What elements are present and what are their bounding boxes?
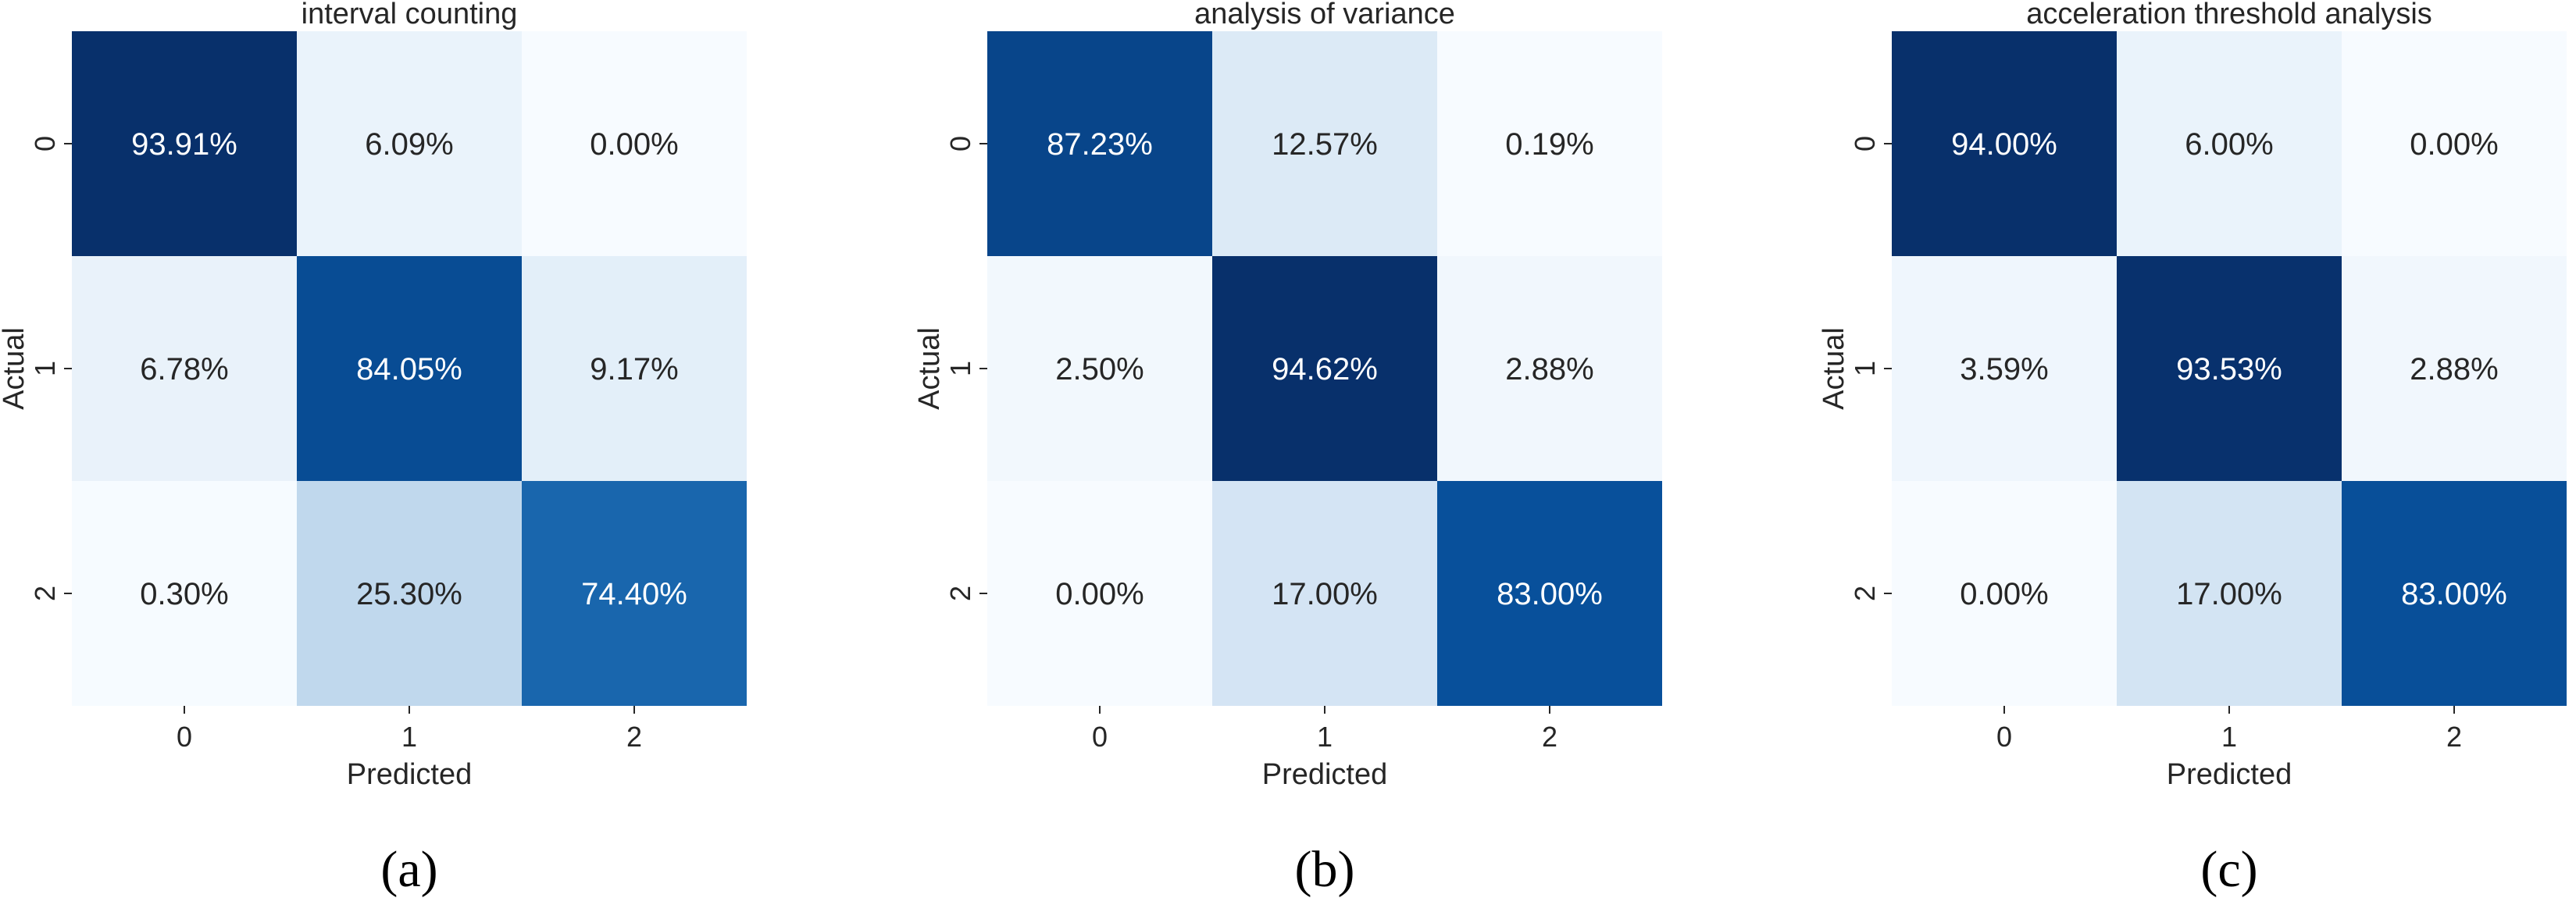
cell-value-label: 87.23%	[1047, 127, 1153, 162]
cell-value-label: 94.62%	[1272, 352, 1378, 387]
cell-value-label: 0.00%	[590, 127, 678, 162]
y-axis-label: Actual	[913, 327, 946, 410]
panel-label: (c)	[2200, 841, 2257, 898]
x-tick-label: 2	[1542, 721, 1557, 753]
x-tick-label: 1	[401, 721, 417, 753]
y-axis-label: Actual	[1818, 327, 1850, 410]
heatmap-cell-r2-c0	[1892, 481, 2117, 706]
heatmap-cell-r0-c0	[987, 31, 1212, 256]
x-tick-label: 0	[1996, 721, 2012, 753]
cell-value-label: 6.00%	[2185, 127, 2273, 162]
panel-label: (b)	[1295, 841, 1355, 898]
x-axis-label: Predicted	[347, 758, 473, 791]
heatmap-cell-r0-c2	[2342, 31, 2567, 256]
cell-value-label: 94.00%	[1951, 127, 2057, 162]
heatmap-cell-r1-c0	[987, 256, 1212, 481]
heatmap-cell-r2-c1	[297, 481, 522, 706]
heatmap-cell-r1-c1	[2117, 256, 2342, 481]
y-axis-label: Actual	[0, 327, 30, 410]
y-tick-label: 2	[1849, 586, 1881, 601]
confusion-matrix-panel-a: 93.91% 6.09% 0.00% 6.78% 84.05% 9.17% 0.30% 25.…	[0, 0, 747, 898]
x-axis-label: Predicted	[1262, 758, 1388, 791]
heatmap-cell-r2-c1	[2117, 481, 2342, 706]
cell-value-label: 17.00%	[1272, 577, 1378, 611]
cell-value-label: 2.88%	[2410, 352, 2498, 387]
cell-value-label: 2.50%	[1055, 352, 1144, 387]
heatmap-cell-r1-c1	[1212, 256, 1437, 481]
heatmap-cell-r0-c0	[1892, 31, 2117, 256]
cell-value-label: 93.53%	[2176, 352, 2282, 387]
x-tick-label: 1	[1317, 721, 1333, 753]
heatmap-cell-r1-c2	[1437, 256, 1662, 481]
confusion-matrix-panel-b: 87.23% 12.57% 0.19% 2.50% 94.62% 2.88% 0.00% 17…	[913, 0, 1662, 898]
chart-title: interval counting	[301, 0, 518, 30]
x-tick-label: 2	[626, 721, 642, 753]
heatmap-cell-r1-c0	[72, 256, 297, 481]
heatmap-cell-r2-c2	[522, 481, 747, 706]
cell-value-label: 3.59%	[1960, 352, 2048, 387]
heatmap-cell-r2-c2	[2342, 481, 2567, 706]
cell-value-label: 84.05%	[356, 352, 462, 387]
y-tick-label: 0	[1849, 136, 1881, 151]
cell-value-label: 25.30%	[356, 577, 462, 611]
cell-value-label: 93.91%	[131, 127, 237, 162]
y-tick-label: 0	[29, 136, 61, 151]
cell-value-label: 83.00%	[1497, 577, 1603, 611]
heatmap-cell-r2-c1	[1212, 481, 1437, 706]
heatmap-cell-r0-c0	[72, 31, 297, 256]
cell-value-label: 6.09%	[365, 127, 453, 162]
heatmap-cell-r1-c0	[1892, 256, 2117, 481]
chart-title: analysis of variance	[1194, 0, 1455, 30]
heatmap-cell-r2-c2	[1437, 481, 1662, 706]
cell-value-label: 12.57%	[1272, 127, 1378, 162]
cell-value-label: 0.00%	[1960, 577, 2048, 611]
heatmap-cell-r0-c1	[2117, 31, 2342, 256]
y-tick-label: 0	[944, 136, 976, 151]
cell-value-label: 0.00%	[2410, 127, 2498, 162]
cell-value-label: 2.88%	[1505, 352, 1593, 387]
cell-value-label: 0.30%	[140, 577, 228, 611]
y-tick-label: 1	[944, 361, 976, 376]
y-tick-label: 2	[944, 586, 976, 601]
x-axis-label: Predicted	[2167, 758, 2292, 791]
panel-label: (a)	[380, 841, 437, 898]
heatmap-cell-r2-c0	[72, 481, 297, 706]
heatmap-cell-r1-c1	[297, 256, 522, 481]
y-tick-label: 1	[29, 361, 61, 376]
cell-value-label: 17.00%	[2176, 577, 2282, 611]
cell-value-label: 0.00%	[1055, 577, 1144, 611]
heatmap-cell-r1-c2	[2342, 256, 2567, 481]
y-tick-label: 1	[1849, 361, 1881, 376]
heatmap-cell-r0-c1	[1212, 31, 1437, 256]
cell-value-label: 83.00%	[2401, 577, 2507, 611]
heatmap-cell-r0-c1	[297, 31, 522, 256]
x-tick-label: 1	[2221, 721, 2237, 753]
heatmap-cell-r1-c2	[522, 256, 747, 481]
cell-value-label: 9.17%	[590, 352, 678, 387]
confusion-matrix-panel-c: 94.00% 6.00% 0.00% 3.59% 93.53% 2.88% 0.00% 17.…	[1818, 0, 2567, 898]
cell-value-label: 6.78%	[140, 352, 228, 387]
x-tick-label: 0	[1092, 721, 1108, 753]
y-tick-label: 2	[29, 586, 61, 601]
chart-title: acceleration threshold analysis	[2026, 0, 2432, 30]
heatmap-cell-r0-c2	[522, 31, 747, 256]
cell-value-label: 0.19%	[1505, 127, 1593, 162]
x-tick-label: 2	[2446, 721, 2462, 753]
cell-value-label: 74.40%	[581, 577, 687, 611]
heatmap-cell-r0-c2	[1437, 31, 1662, 256]
heatmap-cell-r2-c0	[987, 481, 1212, 706]
x-tick-label: 0	[177, 721, 192, 753]
